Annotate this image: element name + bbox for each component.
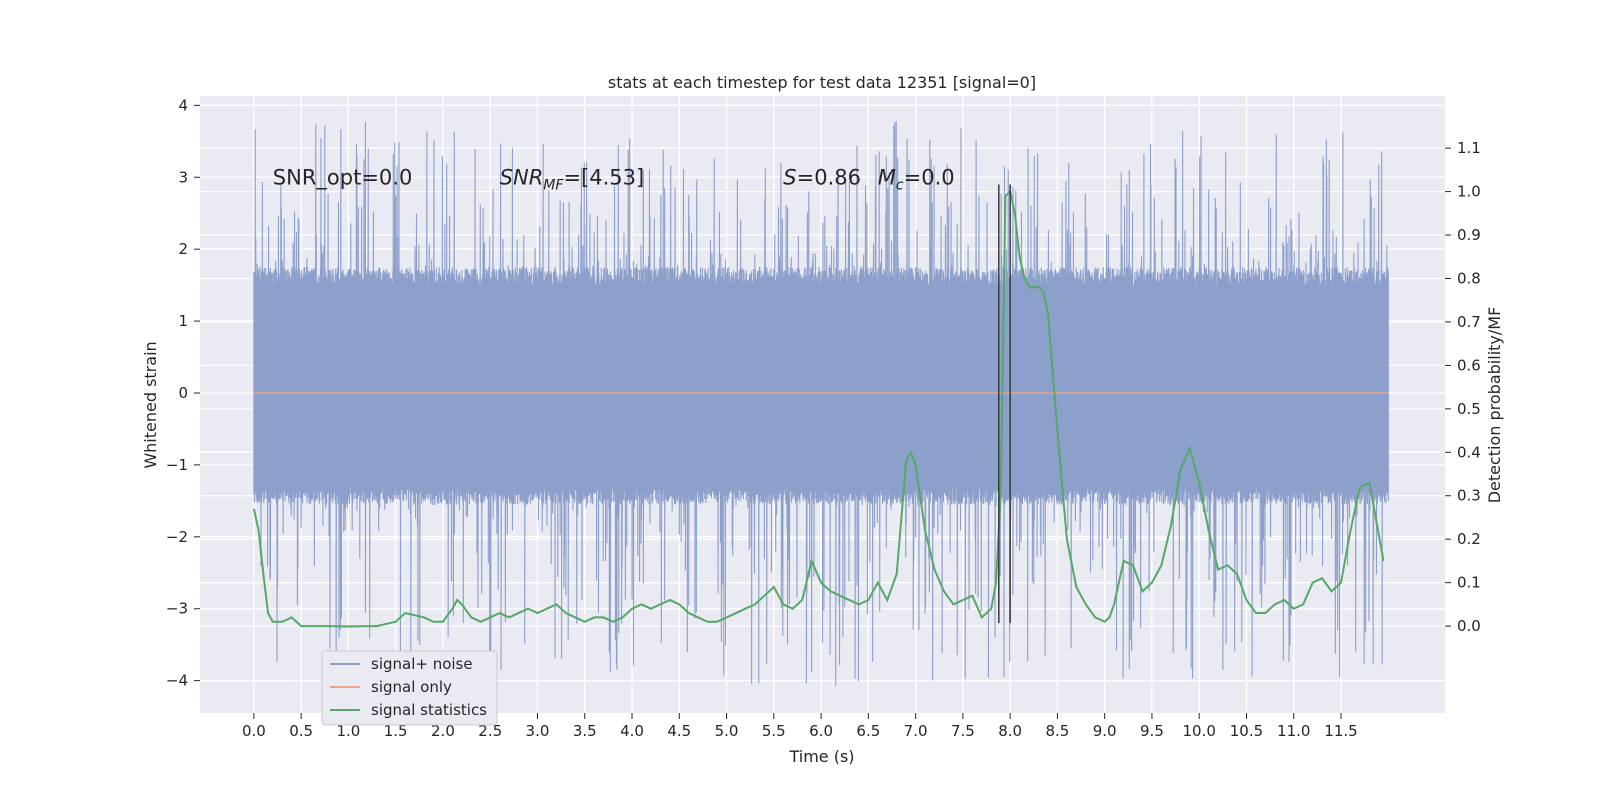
y-right-tick-label: 1.1 [1457, 139, 1481, 157]
y-axis-label: Whitened strain [141, 341, 160, 468]
x-tick-label: 3.0 [526, 722, 550, 740]
x-tick-label: 6.5 [856, 722, 880, 740]
stats-line [252, 189, 1385, 628]
y-right-tick-label: 0.7 [1457, 313, 1481, 331]
annotation-text: SNR_opt=0.0 [273, 165, 413, 190]
legend-label-noise: signal+ noise [371, 655, 473, 673]
x-tick-label: 9.0 [1093, 722, 1117, 740]
x-tick-label: 5.0 [715, 722, 739, 740]
tick-layer: 0.0 0.5 1.0 1.5 2.0 2.5 3.0 3.5 4.0 4.5 5.0 5.5 6.0 6… [166, 96, 1481, 740]
x-tick-label: 2.0 [431, 722, 455, 740]
y-axis-right-label: Detection probability/MF [1485, 307, 1504, 504]
annotation-text: Mc=0.0 [878, 165, 955, 193]
y-tick-label: 3 [178, 168, 188, 186]
y-right-tick-label: 0.4 [1457, 443, 1481, 461]
vline-layer [998, 184, 1011, 624]
y-tick-label: 4 [178, 96, 188, 114]
y-tick-label: −1 [166, 456, 188, 474]
x-tick-label: 9.5 [1140, 722, 1164, 740]
y-right-tick-label: 0.9 [1457, 226, 1481, 244]
y-tick-label: 1 [178, 312, 188, 330]
x-tick-label: 4.0 [620, 722, 644, 740]
stats-series [252, 189, 1385, 628]
y-tick-label: 2 [178, 240, 188, 258]
x-tick-label: 3.5 [573, 722, 597, 740]
legend-box [321, 650, 498, 726]
legend-label-signal: signal only [371, 678, 452, 696]
x-tick-label: 2.5 [478, 722, 502, 740]
y-tick-label: −2 [166, 528, 188, 546]
y-right-tick-label: 0.2 [1457, 530, 1481, 548]
x-tick-label: 10.5 [1230, 722, 1263, 740]
noise-trace [253, 121, 1389, 686]
x-tick-label: 0.5 [289, 722, 313, 740]
y-tick-label: −4 [166, 672, 188, 690]
x-tick-label: 7.5 [951, 722, 975, 740]
x-tick-label: 1.5 [384, 722, 408, 740]
y-right-tick-label: 0.5 [1457, 400, 1481, 418]
y-right-tick-label: 1.0 [1457, 183, 1481, 201]
x-tick-label: 1.0 [336, 722, 360, 740]
legend-label-stats: signal statistics [371, 701, 487, 719]
y-right-tick-label: 0.3 [1457, 487, 1481, 505]
annotation-text: SNRMF=[4.53] [500, 165, 645, 193]
annotation-text: S=0.86 [783, 165, 861, 189]
y-tick-label: −3 [166, 600, 188, 618]
chart-title: stats at each timestep for test data 123… [608, 73, 1036, 92]
x-tick-label: 6.0 [809, 722, 833, 740]
y-right-tick-label: 0.0 [1457, 617, 1481, 635]
x-tick-label: 0.0 [242, 722, 266, 740]
y-tick-label: 0 [178, 384, 188, 402]
x-tick-label: 11.5 [1324, 722, 1357, 740]
x-tick-label: 11.0 [1277, 722, 1310, 740]
x-axis-label: Time (s) [788, 747, 854, 766]
legend: signal+ noise signal only signal statist… [321, 650, 498, 726]
x-tick-label: 10.0 [1183, 722, 1216, 740]
x-tick-label: 8.5 [1045, 722, 1069, 740]
x-tick-label: 4.5 [667, 722, 691, 740]
x-tick-label: 5.5 [762, 722, 786, 740]
y-right-tick-label: 0.1 [1457, 574, 1481, 592]
noise-series [253, 121, 1389, 686]
y-right-tick-label: 0.6 [1457, 356, 1481, 374]
x-tick-label: 7.0 [904, 722, 928, 740]
y-right-tick-label: 0.8 [1457, 269, 1481, 287]
annotation-layer: SNR_opt=0.0 SNRMF=[4.53] S=0.86 Mc=0.0 [273, 165, 955, 193]
x-tick-label: 8.0 [998, 722, 1022, 740]
